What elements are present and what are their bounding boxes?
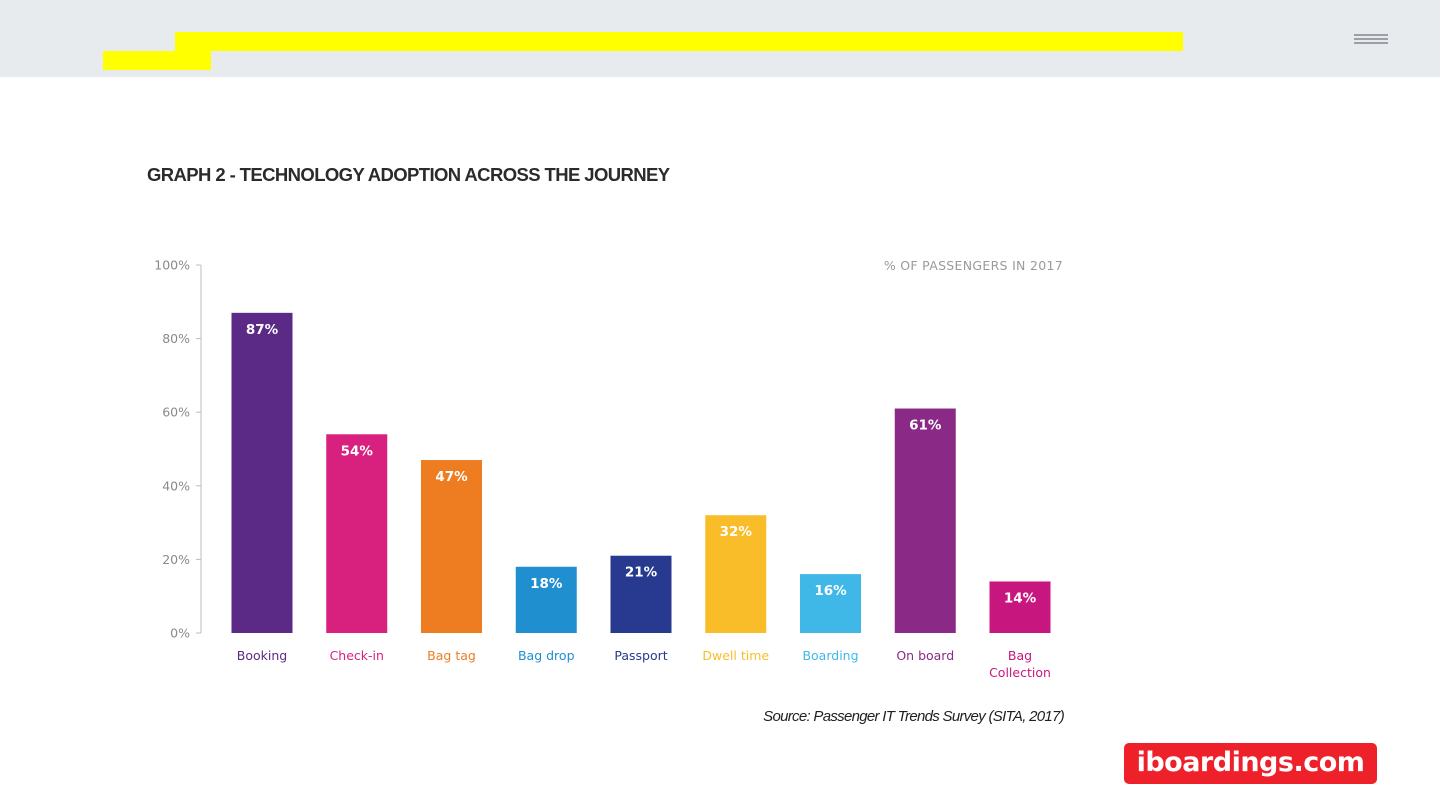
x-category-label: Boarding [802,648,858,663]
x-category-label: Booking [237,648,287,663]
bars-group: 87% Booking 54% Check-in 47% Bag tag 18% Bag dr… [231,312,1051,680]
bar [421,460,482,633]
bar-value-label: 54% [341,443,374,459]
menu-line [1354,38,1388,40]
menu-line [1354,34,1388,36]
y-tick-label: 40% [162,478,190,493]
top-bar [0,0,1440,77]
x-category-label: Passport [614,648,667,663]
x-category-label: Bag [1008,648,1032,663]
x-category-label: Bag tag [427,648,476,663]
bar-value-label: 16% [814,583,847,599]
bar [989,581,1051,633]
y-tick-label: 60% [162,405,190,420]
x-category-label: Check-in [330,648,384,663]
bar [515,566,577,633]
bar-value-label: 14% [1004,590,1037,606]
chart-subtitle: % OF PASSENGERS IN 2017 [884,258,1063,273]
y-axis-ticks: 0% 20% 40% 60% 80% 100% [154,258,201,641]
x-category-label: On board [896,648,954,663]
x-category-label: Collection [989,665,1051,680]
bar-value-label: 21% [625,565,658,581]
highlight-bar-secondary [103,51,211,70]
y-tick-label: 80% [162,331,190,346]
bar [231,312,293,633]
y-tick-label: 0% [170,626,190,641]
bar-value-label: 47% [435,469,468,485]
bar [800,574,861,633]
source-note: Source: Passenger IT Trends Survey (SITA… [763,708,1065,725]
bar-value-label: 18% [530,576,563,592]
bar-value-label: 32% [720,524,753,540]
bar-value-label: 87% [246,322,279,338]
y-tick-label: 20% [162,552,190,567]
y-tick-label: 100% [154,258,190,273]
highlight-bar [175,32,1183,51]
bar-value-label: 61% [909,418,942,434]
bar [894,408,956,633]
brand-badge[interactable]: iboardings.com [1124,743,1377,784]
menu-line [1354,42,1388,44]
bar [610,555,672,633]
x-category-label: Bag drop [518,648,575,663]
bar [326,434,388,633]
x-category-label: Dwell time [702,648,769,663]
bar [705,515,767,633]
chart-title: GRAPH 2 - TECHNOLOGY ADOPTION ACROSS THE… [147,164,670,185]
hamburger-menu-icon[interactable] [1350,28,1392,52]
